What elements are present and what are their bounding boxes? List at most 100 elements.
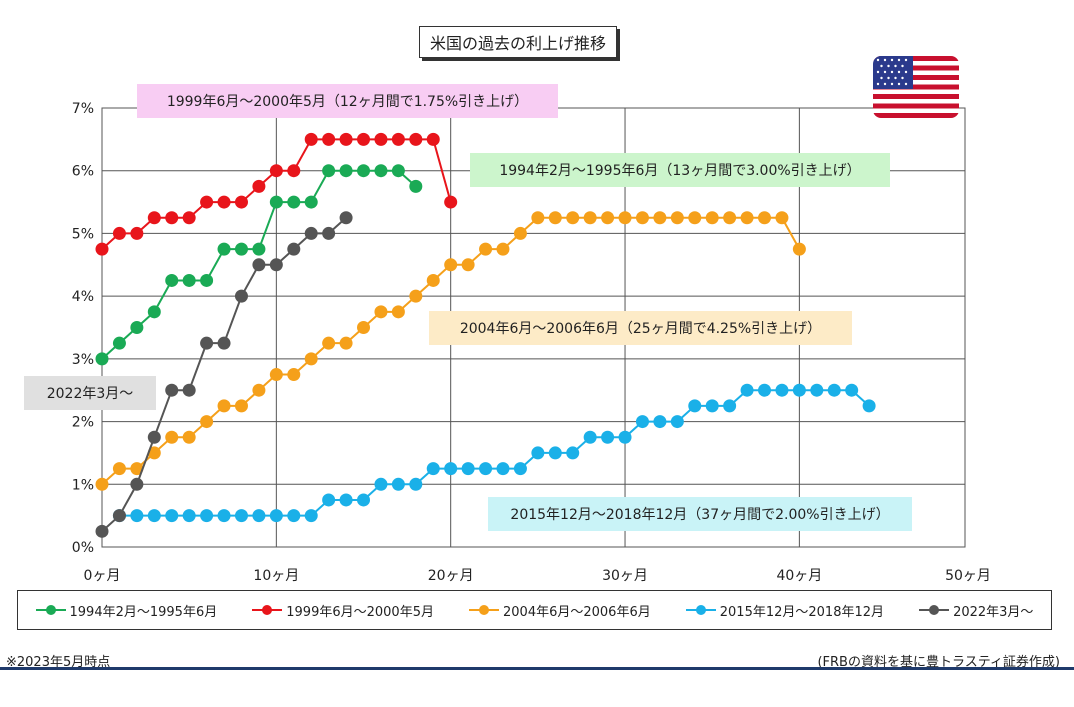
footnote: ※2023年5月時点 (6, 655, 111, 670)
legend-swatch (35, 604, 66, 616)
data-point (165, 383, 179, 397)
data-point (95, 242, 109, 256)
series-0 (95, 164, 423, 366)
axis-ticks: 0% 1% 2% 3% 4% 5% 6% 7% 0ヶ月 10ヶ月 20ヶ月 30ヶ月 40ヶ月 50ヶ月 (72, 101, 991, 584)
data-point (182, 273, 196, 287)
data-point (95, 524, 109, 538)
data-point (112, 509, 126, 523)
data-point (444, 195, 458, 209)
data-point (548, 211, 562, 225)
series-2 (95, 211, 806, 491)
data-point (688, 399, 702, 413)
annotation-box-0: 1994年2月～1995年6月（13ヶ月間で3.00%引き上げ） (470, 153, 890, 187)
data-point (374, 164, 388, 178)
series-3 (112, 383, 876, 523)
annotation-bg (24, 376, 156, 410)
annotation-box-1: 1999年6月～2000年5月（12ヶ月間で1.75%引き上げ） (137, 84, 558, 118)
data-point (391, 132, 405, 146)
data-point (147, 446, 161, 460)
data-point (217, 399, 231, 413)
data-point (304, 195, 318, 209)
data-point (200, 415, 214, 429)
data-point (705, 211, 719, 225)
data-point (269, 368, 283, 382)
data-point (496, 462, 510, 476)
data-point (374, 132, 388, 146)
data-point (165, 211, 179, 225)
data-point (322, 226, 336, 240)
data-point (322, 164, 336, 178)
data-point (426, 462, 440, 476)
legend-swatch (685, 604, 716, 616)
data-point (322, 336, 336, 350)
legend-swatch (919, 604, 950, 616)
data-point (182, 383, 196, 397)
data-point (339, 132, 353, 146)
data-point (583, 211, 597, 225)
data-point (740, 211, 754, 225)
data-point (287, 368, 301, 382)
us-flag-icon (873, 56, 959, 118)
data-point (758, 211, 772, 225)
data-point (182, 509, 196, 523)
data-point (269, 164, 283, 178)
source-credit: (FRBの資料を基に豊トラスティ証券作成) (817, 655, 1060, 670)
data-point (304, 132, 318, 146)
y-tick-label: 7% (72, 101, 94, 117)
data-point (827, 383, 841, 397)
x-tick-label: 0ヶ月 (84, 568, 121, 584)
data-point (566, 211, 580, 225)
data-point (200, 273, 214, 287)
data-point (304, 509, 318, 523)
data-point (705, 399, 719, 413)
data-point (670, 211, 684, 225)
footer-divider (0, 667, 1074, 670)
legend-label: 1994年2月～1995年6月 (69, 604, 218, 620)
legend-item-2004: 2004年6月～2006年6月 (469, 601, 651, 620)
data-point (252, 258, 266, 272)
data-point (200, 195, 214, 209)
data-point (304, 226, 318, 240)
data-point (147, 305, 161, 319)
annotation-label: 2015年12月～2018年12月（37ヶ月間で2.00%引き上げ） (510, 507, 889, 523)
chart-plot: 1994年2月～1995年6月（13ヶ月間で3.00%引き上げ） 1999年6月～… (24, 84, 991, 584)
annotation-label: 1999年6月～2000年5月（12ヶ月間で1.75%引き上げ） (167, 94, 528, 110)
data-point (182, 430, 196, 444)
data-point (130, 321, 144, 334)
data-point (409, 289, 423, 303)
data-point (217, 242, 231, 256)
data-point (723, 211, 737, 225)
data-point (792, 383, 806, 397)
y-tick-label: 0% (72, 540, 94, 556)
data-point (670, 415, 684, 429)
data-point (618, 211, 632, 225)
legend-swatch (252, 604, 283, 616)
data-point (391, 477, 405, 491)
data-point (339, 164, 353, 178)
data-point (234, 242, 248, 256)
data-point (409, 179, 423, 193)
data-point (548, 446, 562, 460)
data-point (252, 509, 266, 523)
data-point (287, 164, 301, 178)
data-point (618, 430, 632, 444)
data-point (862, 399, 876, 413)
data-point (357, 493, 371, 507)
legend-swatch (469, 604, 500, 616)
data-point (130, 509, 144, 523)
data-point (409, 477, 423, 491)
data-point (513, 226, 527, 240)
data-point (304, 352, 318, 366)
series-1 (95, 132, 458, 256)
data-point (112, 462, 126, 476)
series-layer (95, 132, 876, 538)
annotation-box-4: 2022年3月～ (24, 376, 156, 410)
data-point (339, 336, 353, 350)
data-point (391, 305, 405, 319)
data-point (740, 383, 754, 397)
data-point (95, 477, 109, 491)
x-tick-label: 50ヶ月 (945, 568, 991, 584)
data-point (217, 195, 231, 209)
annotation-box-3: 2015年12月～2018年12月（37ヶ月間で2.00%引き上げ） (488, 497, 912, 531)
data-point (269, 258, 283, 272)
